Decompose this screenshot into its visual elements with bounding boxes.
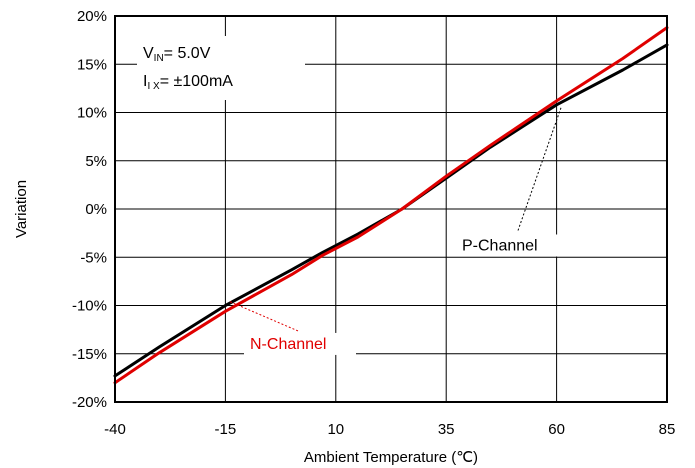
n-channel-label: N-Channel: [250, 336, 326, 353]
y-tick-label: -20%: [72, 394, 107, 411]
n-channel-label-background: [244, 332, 356, 355]
tick-labels: -40 -15 10 35 60 85 -20% -15% -10% -5% 0% 5% 10% 15% 2…: [72, 8, 675, 438]
x-tick-label: 85: [659, 421, 676, 438]
y-tick-label: 5%: [85, 153, 107, 170]
x-tick-label: 60: [548, 421, 565, 438]
n-channel-leader-line: [229, 301, 299, 332]
y-tick-label: 0%: [85, 201, 107, 218]
y-tick-label: -10%: [72, 298, 107, 315]
x-axis-label: Ambient Temperature (℃): [304, 449, 478, 466]
x-tick-label: 35: [438, 421, 455, 438]
x-tick-label: -40: [104, 421, 126, 438]
condition-annotation: VIN= 5.0V II X= ±100mA: [137, 36, 305, 100]
y-tick-label: 15%: [77, 56, 107, 73]
ix-annotation: II X= ±100mA: [143, 73, 233, 92]
annotation-background: [137, 36, 305, 100]
p-channel-label: P-Channel: [462, 237, 538, 254]
ix-sub: I X: [147, 81, 160, 92]
y-tick-label: 10%: [77, 105, 107, 122]
y-tick-label: 20%: [77, 8, 107, 25]
x-tick-label: -15: [215, 421, 237, 438]
y-axis-label: Variation: [13, 180, 30, 238]
ix-rest: = ±100mA: [160, 73, 234, 90]
vin-annotation: VIN= 5.0V: [143, 45, 211, 64]
series-group: [113, 26, 669, 385]
y-tick-label: -5%: [80, 249, 107, 266]
vin-sub: IN: [154, 53, 164, 64]
y-tick-label: -15%: [72, 346, 107, 363]
vin-rest: = 5.0V: [164, 45, 211, 62]
x-tick-label: 10: [327, 421, 344, 438]
p-channel-label-background: [456, 234, 560, 257]
grid: [115, 16, 667, 402]
series-line-n-channel: [113, 26, 669, 385]
p-channel-leader-line: [517, 107, 562, 231]
ix-main: I: [143, 73, 147, 90]
series-callouts: P-Channel N-Channel: [229, 107, 562, 355]
plot-frame: [114, 15, 668, 403]
vin-main: V: [143, 45, 154, 62]
